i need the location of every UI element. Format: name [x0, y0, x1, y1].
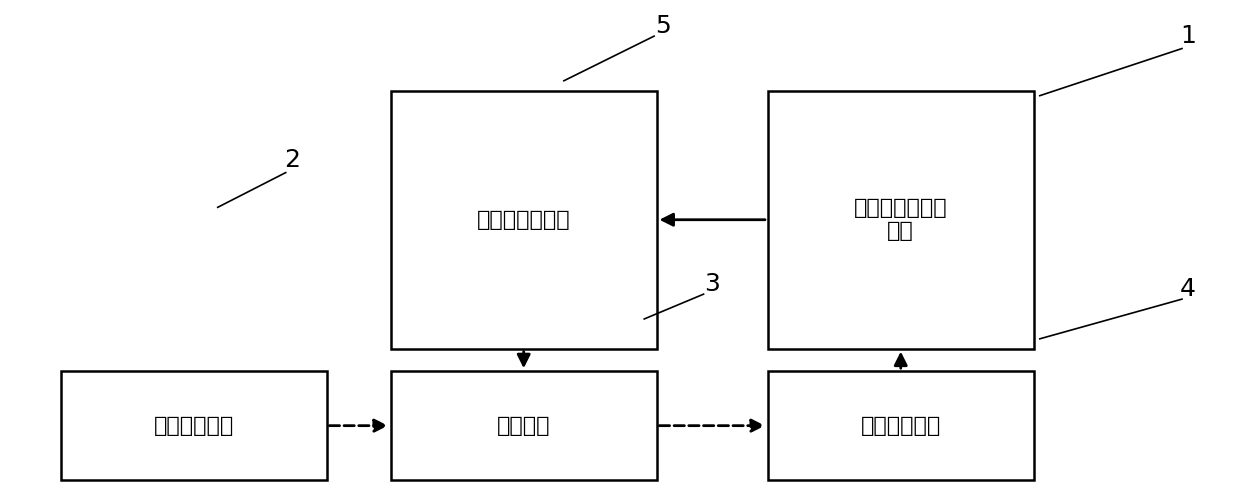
Bar — [390, 91, 657, 349]
Text: 物理系统: 物理系统 — [497, 416, 550, 436]
Bar — [768, 371, 1033, 480]
Text: 第一光学系统: 第一光学系统 — [154, 416, 234, 436]
Text: 4: 4 — [1181, 277, 1196, 301]
Bar — [768, 91, 1033, 349]
Text: 第二光学系统: 第二光学系统 — [861, 416, 940, 436]
Text: 微波脉冲合成器: 微波脉冲合成器 — [477, 210, 570, 230]
Text: 2: 2 — [284, 148, 300, 172]
Text: 3: 3 — [704, 272, 720, 296]
Text: 5: 5 — [655, 14, 670, 38]
Text: 1: 1 — [1181, 24, 1196, 48]
Text: 原子钟控制电路
系统: 原子钟控制电路 系统 — [854, 198, 948, 242]
Bar — [390, 371, 657, 480]
Bar — [61, 371, 327, 480]
